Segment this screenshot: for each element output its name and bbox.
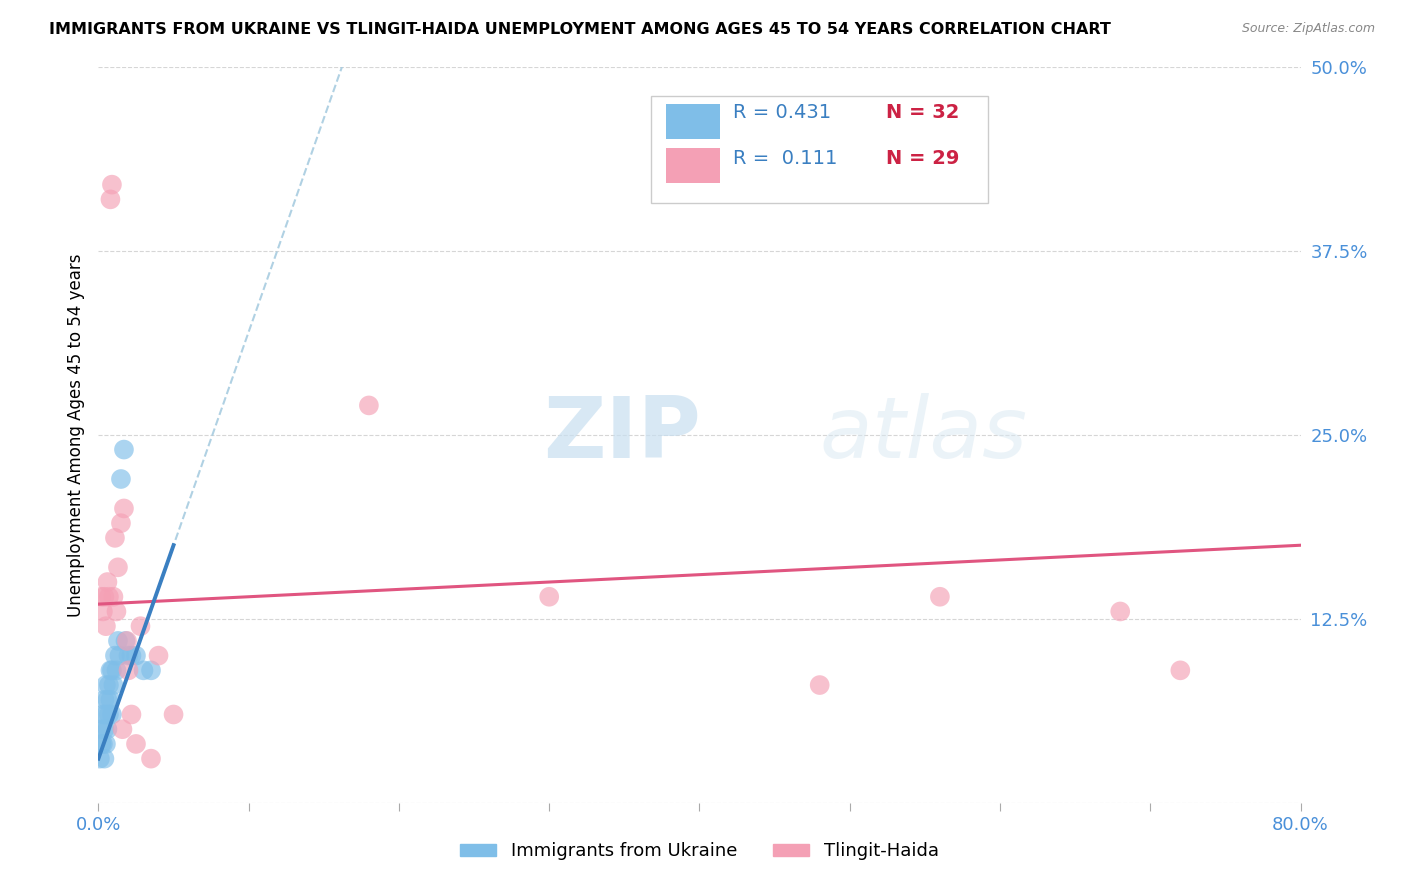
- Point: [115, 633, 138, 648]
- Point: [117, 664, 139, 678]
- Point: [89, 751, 111, 765]
- Point: [114, 633, 136, 648]
- Legend: Immigrants from Ukraine, Tlingit-Haida: Immigrants from Ukraine, Tlingit-Haida: [453, 835, 946, 867]
- Point: [148, 648, 170, 663]
- Point: [121, 707, 143, 722]
- Text: atlas: atlas: [820, 393, 1028, 476]
- Text: ZIP: ZIP: [543, 393, 702, 476]
- Point: [110, 472, 132, 486]
- Point: [105, 605, 128, 619]
- FancyBboxPatch shape: [666, 148, 720, 183]
- Point: [93, 751, 115, 765]
- Point: [107, 633, 129, 648]
- Text: N = 29: N = 29: [886, 149, 959, 168]
- Point: [105, 664, 128, 678]
- Point: [103, 590, 125, 604]
- Point: [94, 619, 117, 633]
- Point: [139, 664, 162, 678]
- Point: [538, 590, 561, 604]
- Point: [97, 590, 120, 604]
- Point: [94, 737, 117, 751]
- Point: [111, 723, 134, 737]
- Point: [162, 707, 184, 722]
- Text: R = 0.431: R = 0.431: [733, 103, 831, 122]
- Point: [121, 648, 143, 663]
- Point: [91, 707, 114, 722]
- Point: [117, 648, 139, 663]
- Point: [112, 501, 135, 516]
- Point: [101, 178, 124, 192]
- Point: [94, 707, 117, 722]
- Point: [100, 692, 122, 706]
- Point: [129, 619, 152, 633]
- Point: [90, 737, 112, 751]
- Point: [1109, 605, 1132, 619]
- Point: [808, 678, 831, 692]
- Point: [97, 678, 120, 692]
- Point: [112, 442, 135, 457]
- Point: [104, 531, 127, 545]
- Point: [93, 692, 115, 706]
- Point: [96, 575, 118, 590]
- Point: [357, 398, 380, 412]
- Point: [1170, 664, 1192, 678]
- Point: [96, 692, 118, 706]
- Point: [104, 648, 127, 663]
- Point: [108, 648, 131, 663]
- FancyBboxPatch shape: [666, 103, 720, 139]
- Point: [90, 590, 112, 604]
- Point: [125, 648, 148, 663]
- FancyBboxPatch shape: [651, 96, 988, 203]
- Point: [90, 723, 112, 737]
- Point: [100, 193, 122, 207]
- Point: [101, 707, 124, 722]
- Point: [91, 737, 114, 751]
- Point: [100, 664, 122, 678]
- Point: [110, 516, 132, 530]
- Point: [101, 664, 124, 678]
- Point: [93, 590, 115, 604]
- Point: [107, 560, 129, 574]
- Point: [125, 737, 148, 751]
- Text: N = 32: N = 32: [886, 103, 959, 122]
- Point: [132, 664, 155, 678]
- Point: [103, 678, 125, 692]
- Point: [93, 723, 115, 737]
- Point: [91, 605, 114, 619]
- Point: [139, 751, 162, 765]
- Text: Source: ZipAtlas.com: Source: ZipAtlas.com: [1241, 22, 1375, 36]
- Point: [94, 678, 117, 692]
- Point: [929, 590, 952, 604]
- Text: R =  0.111: R = 0.111: [733, 149, 838, 168]
- Point: [97, 707, 120, 722]
- Point: [96, 723, 118, 737]
- Y-axis label: Unemployment Among Ages 45 to 54 years: Unemployment Among Ages 45 to 54 years: [66, 253, 84, 616]
- Text: IMMIGRANTS FROM UKRAINE VS TLINGIT-HAIDA UNEMPLOYMENT AMONG AGES 45 TO 54 YEARS : IMMIGRANTS FROM UKRAINE VS TLINGIT-HAIDA…: [49, 22, 1111, 37]
